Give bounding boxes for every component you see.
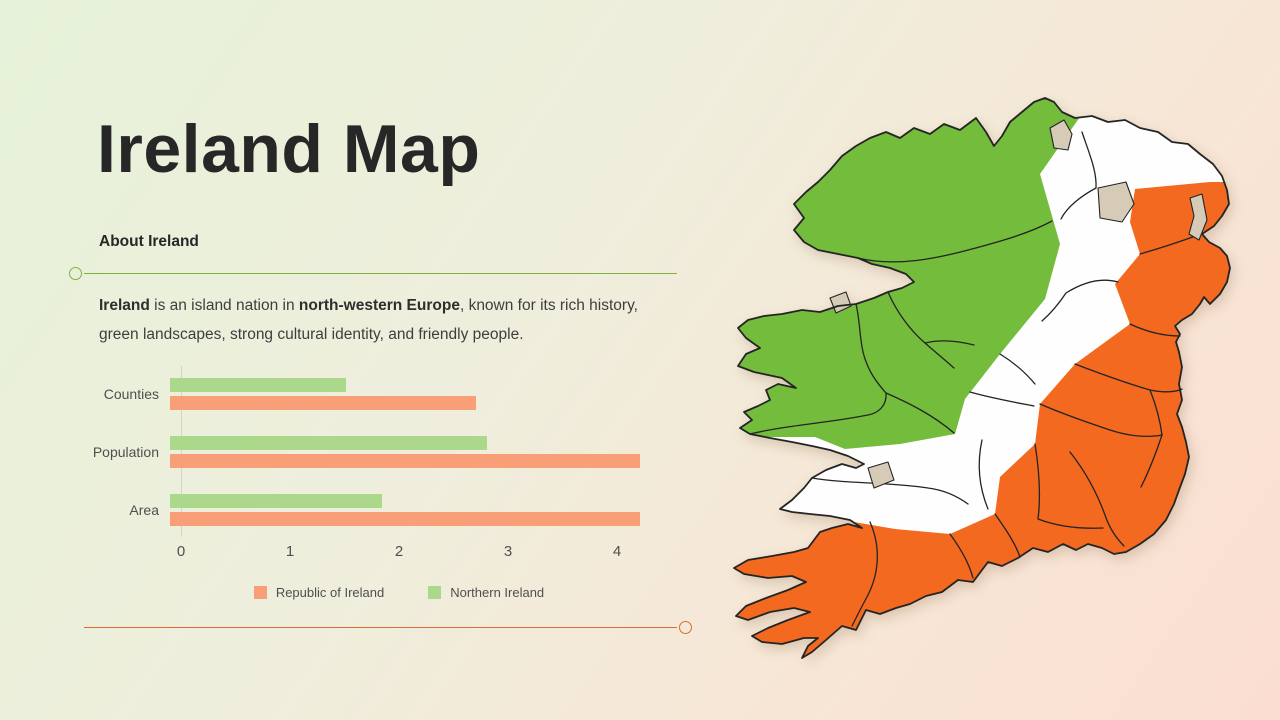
about-description: Ireland is an island nation in north-wes…	[99, 292, 679, 349]
divider-line	[84, 626, 677, 629]
category-label: Population	[92, 443, 159, 460]
x-tick-label: 0	[176, 543, 186, 560]
ireland-map-svg	[733, 97, 1231, 659]
chart-row-counties: Counties	[84, 377, 640, 410]
legend-item: Republic of Ireland	[253, 585, 385, 600]
chart-row-population: Population	[84, 435, 640, 468]
bar-northern-ireland	[170, 377, 347, 392]
legend-label: Northern Ireland	[450, 585, 545, 600]
divider-line	[84, 272, 677, 275]
comparison-bar-chart: Counties Population Area 0 1 2 3 4 Republic of…	[84, 366, 640, 616]
top-divider	[69, 266, 677, 281]
bar-group	[170, 493, 640, 526]
map-region-southeast-band	[734, 182, 1230, 658]
legend-swatch-icon	[428, 586, 442, 599]
bar-group	[170, 435, 640, 468]
x-tick-label: 2	[394, 543, 404, 560]
legend-item: Northern Ireland	[428, 585, 544, 600]
about-heading: About Ireland	[99, 233, 199, 250]
chart-rows: Counties Population Area	[84, 377, 640, 551]
divider-circle-icon	[679, 621, 692, 634]
lake-lough-neagh	[1097, 181, 1135, 223]
bar-northern-ireland	[170, 493, 382, 508]
description-segment: , known for its rich history, green land…	[99, 297, 638, 343]
x-tick-label: 4	[612, 543, 622, 560]
category-label: Area	[129, 501, 159, 518]
divider-circle-icon	[69, 267, 82, 280]
ireland-map	[730, 92, 1235, 667]
bar-northern-ireland	[170, 435, 488, 450]
x-axis: 0 1 2 3 4	[177, 543, 621, 563]
x-tick-label: 1	[285, 543, 295, 560]
description-segment: Ireland	[99, 297, 150, 314]
legend-label: Republic of Ireland	[275, 585, 385, 600]
bar-republic-of-ireland	[170, 395, 476, 410]
bottom-divider	[84, 620, 692, 635]
description-segment: north-western Europe	[298, 297, 460, 314]
county-borders	[749, 131, 1202, 627]
lake-lough-derg	[867, 461, 895, 489]
category-label: Counties	[103, 385, 159, 402]
bar-group	[170, 377, 640, 410]
y-axis-line	[181, 366, 182, 537]
bar-republic-of-ireland	[170, 453, 640, 468]
chart-row-area: Area	[84, 493, 640, 526]
chart-legend: Republic of Ireland Northern Ireland	[181, 585, 617, 600]
x-tick-label: 3	[503, 543, 513, 560]
lake-lough-foyle	[1049, 119, 1073, 151]
lake-strangford-lough	[1188, 193, 1208, 241]
legend-swatch-icon	[253, 586, 267, 599]
bar-republic-of-ireland	[170, 511, 640, 526]
description-segment: is an island nation in	[149, 297, 299, 314]
page-title: Ireland Map	[97, 111, 481, 187]
